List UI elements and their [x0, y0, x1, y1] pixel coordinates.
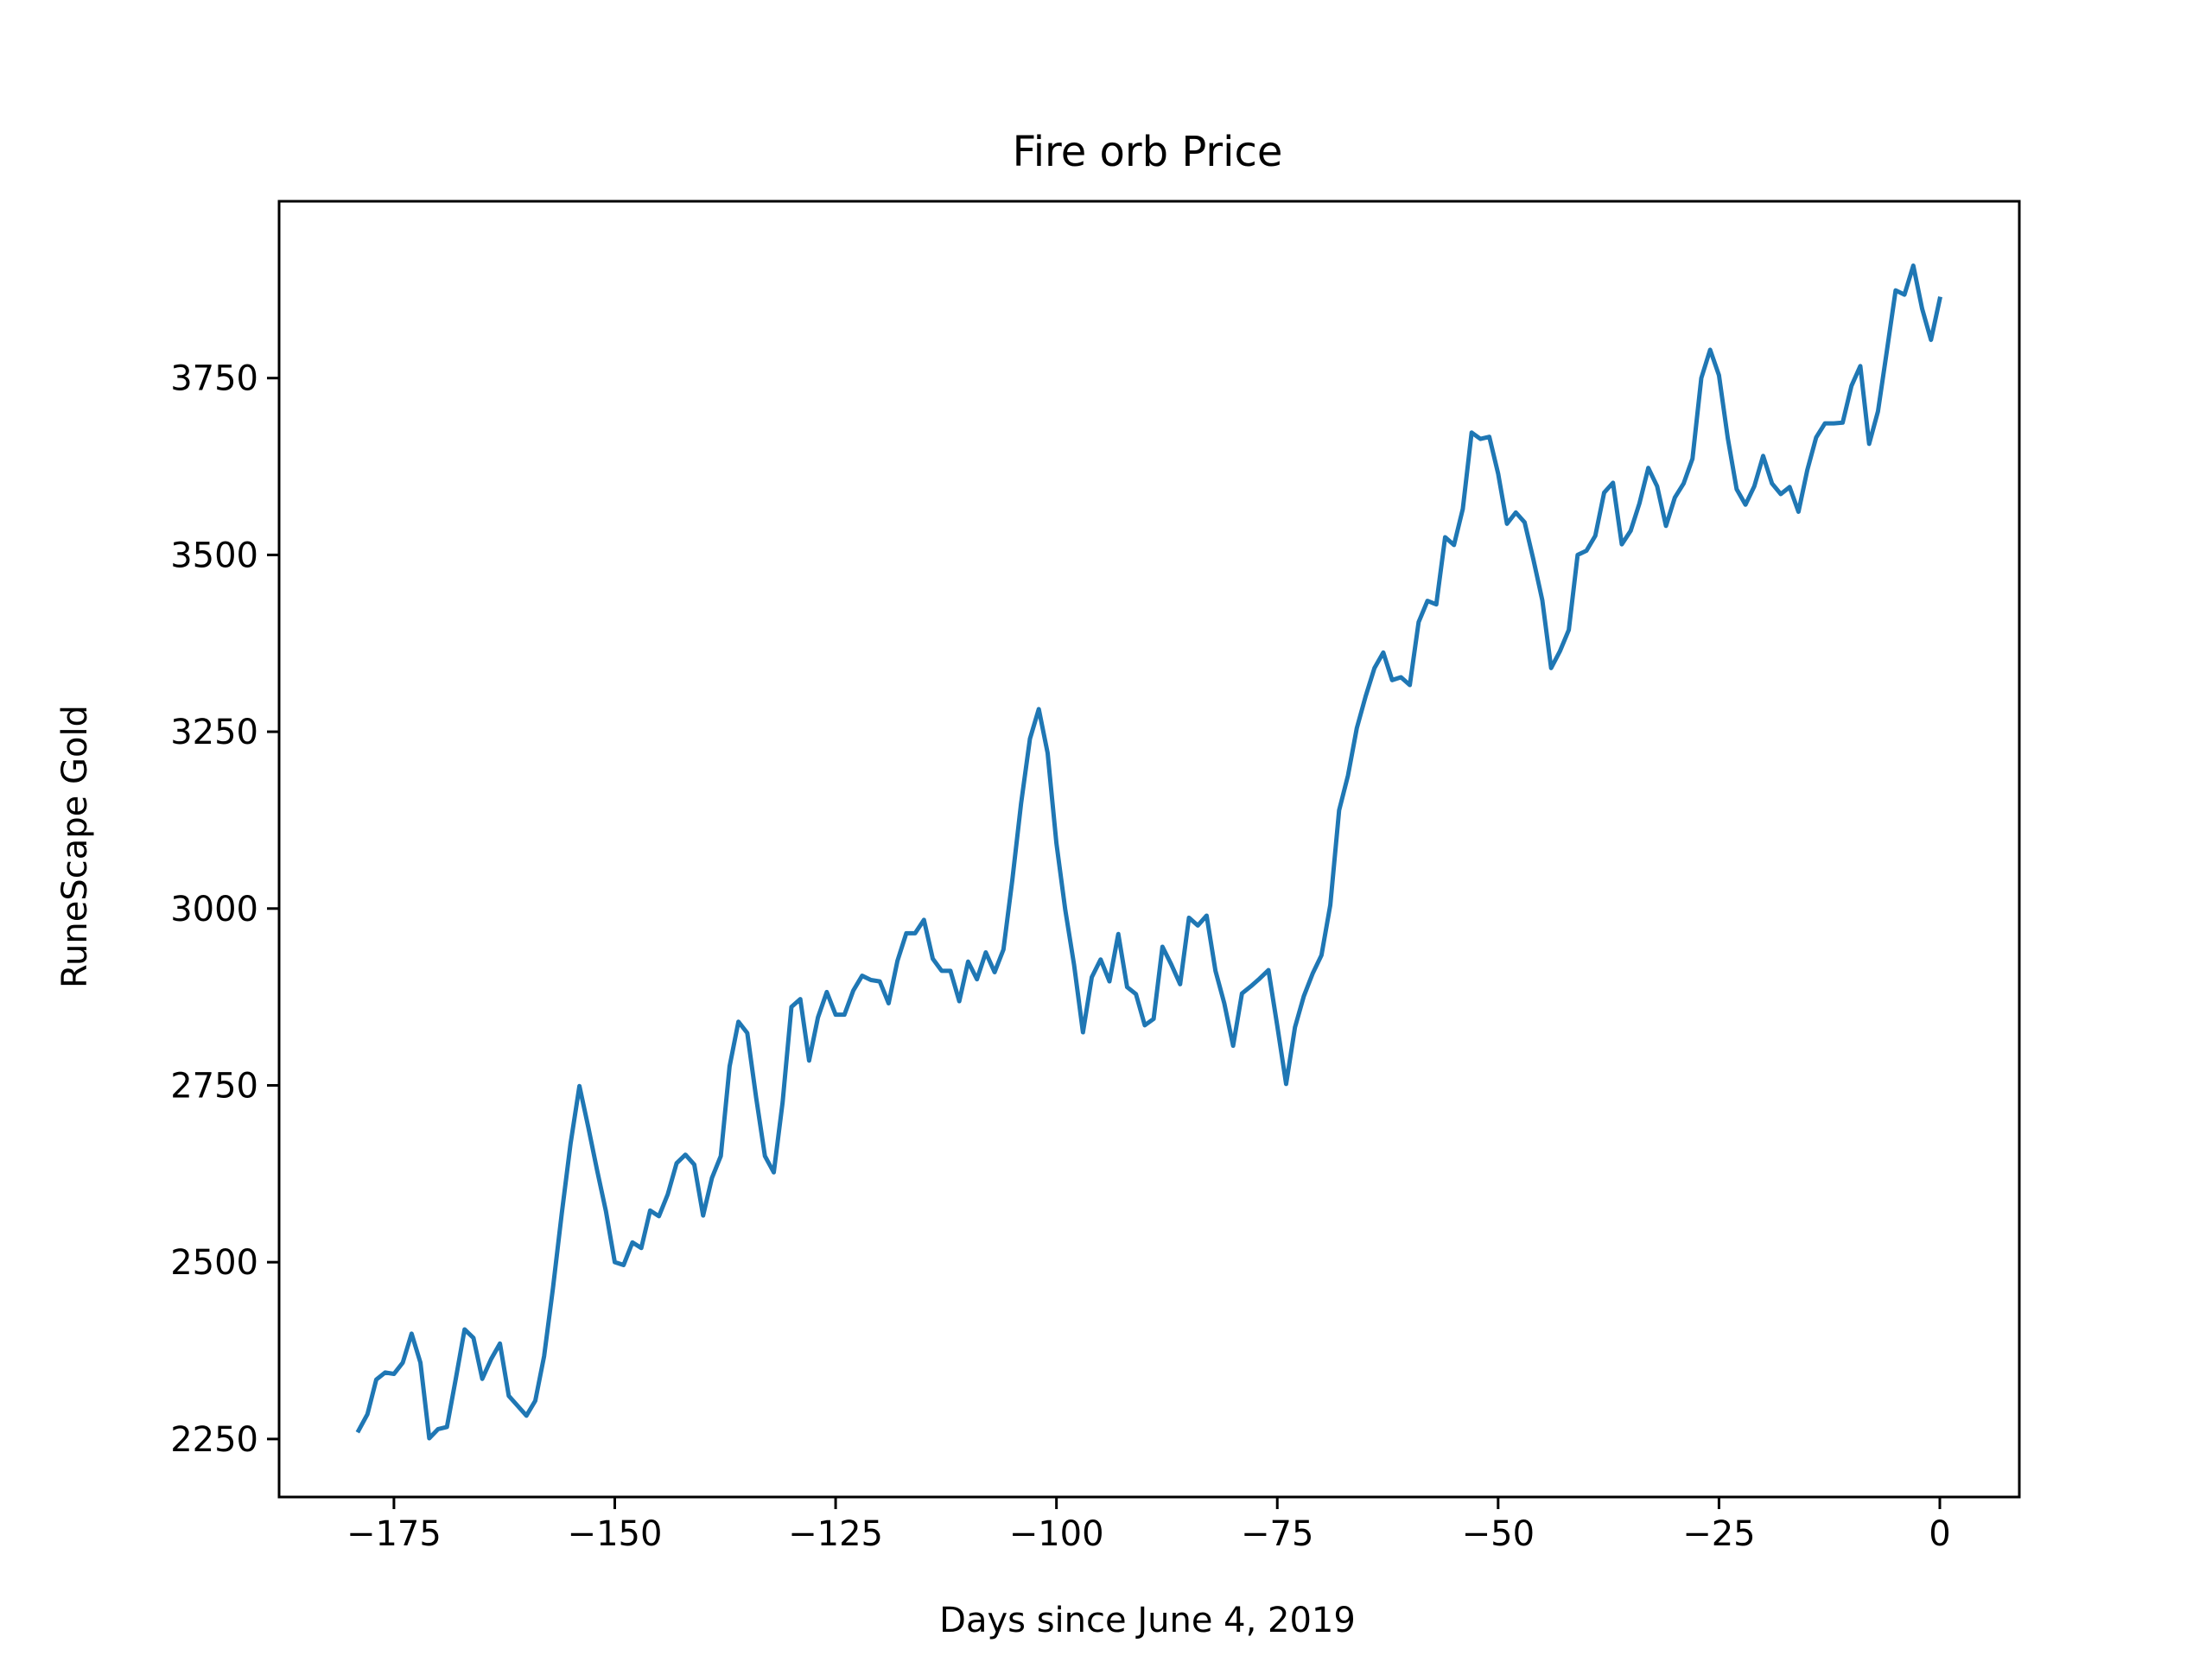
y-tick-label: 2500 [170, 1243, 258, 1283]
y-tick-label: 3500 [170, 536, 258, 575]
x-tick-label: −150 [568, 1514, 663, 1554]
x-tick-label: −75 [1241, 1514, 1313, 1554]
y-axis-label: RuneScape Gold [55, 705, 95, 988]
plot-area: −175 −150 −125 −100 −75 −50 −25 0 2250 2500 2750 30… [170, 200, 2021, 1554]
x-tick-label: 0 [1929, 1514, 1950, 1554]
y-tick-label: 3000 [170, 890, 258, 929]
y-tick-label: 2250 [170, 1420, 258, 1460]
y-tick-label: 2750 [170, 1066, 258, 1106]
y-tick-label: 3250 [170, 713, 258, 752]
x-tick-label: −100 [1009, 1514, 1104, 1554]
series-line-0 [355, 263, 1942, 1441]
x-tick-label: −50 [1462, 1514, 1535, 1554]
x-tick-label: −175 [346, 1514, 442, 1554]
x-tick-label: −25 [1682, 1514, 1755, 1554]
x-tick-label: −125 [788, 1514, 883, 1554]
chart-title: Fire orb Price [1013, 128, 1283, 176]
x-axis-label: Days since June 4, 2019 [939, 1601, 1356, 1640]
y-tick-label: 3750 [170, 359, 258, 399]
axes-frame [277, 200, 2021, 1499]
